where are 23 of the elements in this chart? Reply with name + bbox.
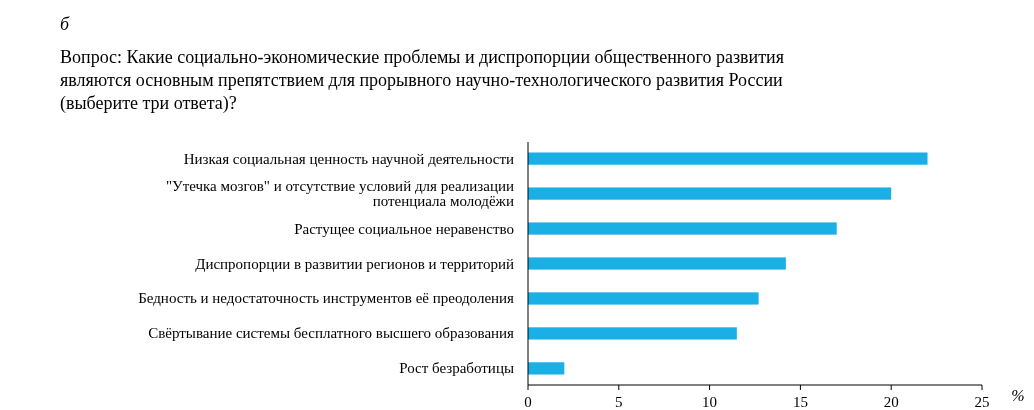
bar: [528, 222, 837, 235]
bar: [528, 187, 892, 200]
bar: [528, 152, 928, 165]
bar: [528, 292, 759, 305]
y-tick-label: Бедность и недостаточность инструментов её преодоления: [138, 290, 515, 307]
chart-title: Вопрос: Какие социально-экономические проблемы и диспропорции общественного развития являются основным препятствием для прорывного научно-технологического развития России (выберите три ответа)?: [60, 47, 784, 114]
x-tick-label: 15: [792, 394, 808, 410]
y-tick-label: Низкая социальная ценность научной деятельности: [183, 150, 514, 167]
y-tick-label: Диспропорции в развитии регионов и территорий: [195, 255, 514, 272]
y-tick-label: "Утечка мозгов" и отсутствие условий для реализации потенциала молодёжи: [165, 178, 514, 210]
y-tick-label: Свёртывание системы бесплатного высшего образования: [148, 325, 515, 342]
x-tick-label: 25: [974, 394, 990, 410]
y-tick-label: Растущее социальное неравенство: [294, 220, 514, 237]
x-tick-label: 20: [883, 394, 899, 410]
bar: [528, 257, 786, 270]
bar: [528, 362, 565, 375]
x-tick-label: 5: [615, 394, 623, 410]
bar: [528, 327, 737, 340]
x-axis-title: %: [1011, 387, 1025, 404]
x-tick-label: 0: [524, 394, 532, 410]
text: б: [60, 14, 70, 34]
x-tick-label: 10: [702, 394, 718, 410]
y-tick-label: Рост безработицы: [399, 360, 514, 377]
